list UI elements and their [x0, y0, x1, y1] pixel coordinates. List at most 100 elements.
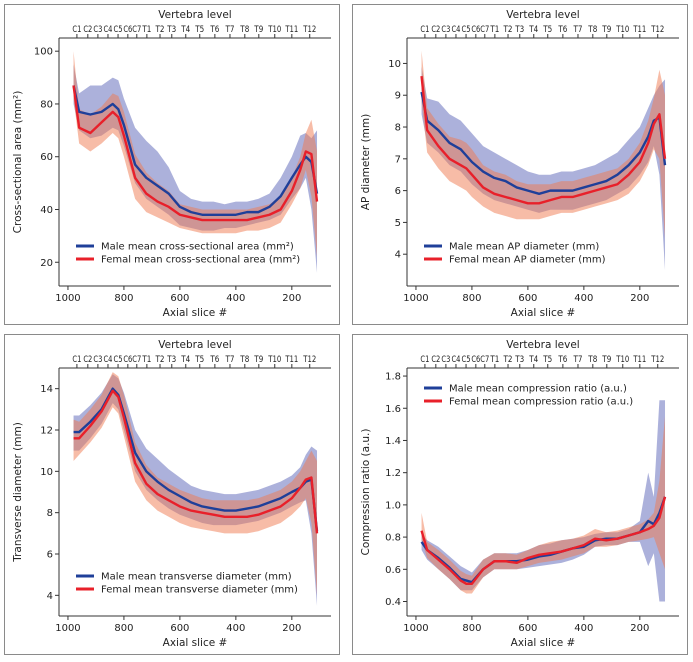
- x-tick-label: 1000: [55, 293, 80, 304]
- vertebra-label-T8: T8: [588, 25, 598, 35]
- panel-compression-ratio: Vertebra level C1 C2 C3 C4 C5 C6 C7 T1 T2 T3 T4 T5 T6…: [352, 334, 688, 655]
- x-axis-label: Axial slice #: [511, 637, 576, 649]
- vertebra-label-T10: T10: [267, 355, 281, 365]
- male-legend-label: Male mean cross-sectional area (mm²): [101, 242, 294, 253]
- male-mean-line: [73, 387, 319, 532]
- vertebra-label-T11: T11: [285, 355, 299, 365]
- vertebra-label-T2: T2: [155, 355, 165, 365]
- vertebra-label-C1: C1: [72, 355, 81, 365]
- y-tick-label: 4: [395, 250, 401, 261]
- vertebra-label-C4: C4: [103, 355, 112, 365]
- vertebra-label-T6: T6: [558, 25, 568, 35]
- y-tick-label: 9: [395, 91, 401, 102]
- vertebra-label-T4: T4: [180, 355, 190, 365]
- vertebra-label-C1: C1: [420, 25, 429, 35]
- y-tick-label: 60: [40, 152, 53, 163]
- vertebra-label-T1: T1: [490, 355, 500, 365]
- vertebra-label-C1: C1: [420, 355, 429, 365]
- vertebra-label-T1: T1: [142, 25, 152, 35]
- vertebra-label-T6: T6: [210, 355, 220, 365]
- vertebra-label-T3: T3: [166, 355, 176, 365]
- female-legend-label: Femal mean transverse diameter (mm): [101, 585, 298, 596]
- vertebra-label-C2: C2: [431, 355, 440, 365]
- vertebra-label-T2: T2: [155, 25, 165, 35]
- male-sd-band: [73, 374, 318, 606]
- y-tick-label: 1.8: [385, 372, 401, 383]
- x-tick-label: 200: [282, 623, 301, 634]
- y-tick-label: 0.4: [385, 597, 401, 608]
- x-tick-label: 1000: [403, 623, 428, 634]
- x-axis-label: Axial slice #: [163, 307, 228, 319]
- vertebra-label-T12: T12: [650, 25, 664, 35]
- x-tick-label: 600: [170, 293, 189, 304]
- y-tick-label: 10: [388, 59, 401, 70]
- y-tick-label: 0.6: [385, 565, 401, 576]
- x-tick-label: 800: [462, 293, 481, 304]
- female-legend-label: Femal mean compression ratio (a.u.): [449, 397, 633, 408]
- vertebra-label-T1: T1: [142, 355, 152, 365]
- vertebra-label-C2: C2: [83, 25, 92, 35]
- x-tick-label: 200: [282, 293, 301, 304]
- y-tick-label: 6: [395, 186, 401, 197]
- x-tick-label: 1000: [403, 293, 428, 304]
- vertebra-label-T10: T10: [615, 355, 629, 365]
- x-axis-label: Axial slice #: [511, 307, 576, 319]
- female-sd-band: [421, 416, 666, 594]
- y-tick-label: 7: [395, 154, 401, 165]
- vertebra-label-C7: C7: [480, 25, 489, 35]
- vertebra-label-C5: C5: [462, 25, 471, 35]
- vertebra-label-C4: C4: [103, 25, 112, 35]
- vertebra-label-C6: C6: [123, 355, 132, 365]
- vertebra-label-C3: C3: [93, 355, 102, 365]
- vertebra-label-T11: T11: [633, 355, 647, 365]
- x-tick-label: 600: [518, 623, 537, 634]
- chart-svg: Vertebra level C1 C2 C3 C4 C5 C6 C7 T1 T2 T3 T4 T5 T6…: [360, 9, 679, 319]
- y-axis-label: Cross-sectional area (mm²): [12, 91, 24, 234]
- vertebra-label-C5: C5: [114, 355, 123, 365]
- vertebra-label-T9: T9: [254, 355, 264, 365]
- y-tick-label: 6: [47, 550, 53, 561]
- vertebra-axis-title: Vertebra level: [158, 339, 231, 351]
- x-tick-label: 400: [226, 293, 245, 304]
- vertebra-label-C4: C4: [451, 25, 460, 35]
- chart-svg: Vertebra level C1 C2 C3 C4 C5 C6 C7 T1 T2 T3 T4 T5 T6…: [12, 339, 331, 649]
- x-tick-label: 200: [630, 623, 649, 634]
- vertebra-label-T8: T8: [588, 355, 598, 365]
- panel-transverse-diameter: Vertebra level C1 C2 C3 C4 C5 C6 C7 T1 T2 T3 T4 T5 T6…: [4, 334, 340, 655]
- y-tick-label: 20: [40, 258, 53, 269]
- vertebra-label-T4: T4: [528, 25, 538, 35]
- female-mean-line: [72, 85, 319, 222]
- vertebra-axis-title: Vertebra level: [506, 9, 579, 21]
- y-tick-label: 8: [47, 508, 53, 519]
- male-legend-label: Male mean compression ratio (a.u.): [449, 384, 627, 395]
- vertebra-label-T5: T5: [194, 25, 204, 35]
- vertebra-label-T6: T6: [558, 355, 568, 365]
- male-legend-label: Male mean transverse diameter (mm): [101, 572, 292, 583]
- x-tick-label: 200: [630, 293, 649, 304]
- vertebra-label-C4: C4: [451, 355, 460, 365]
- panel-cross-sectional-area: Vertebra level C1 C2 C3 C4 C5 C6 C7 T1 T2 T3 T4 T5 T6…: [4, 4, 340, 325]
- vertebra-label-T9: T9: [254, 25, 264, 35]
- vertebra-label-C1: C1: [72, 25, 81, 35]
- x-tick-label: 1000: [55, 623, 80, 634]
- vertebra-label-T9: T9: [602, 25, 612, 35]
- y-tick-label: 14: [40, 384, 53, 395]
- x-tick-label: 600: [170, 623, 189, 634]
- y-tick-label: 0.8: [385, 533, 401, 544]
- vertebra-label-T7: T7: [225, 355, 235, 365]
- vertebra-label-T12: T12: [302, 25, 316, 35]
- male-mean-line: [420, 91, 667, 195]
- vertebra-label-T9: T9: [602, 355, 612, 365]
- male-legend-label: Male mean AP diameter (mm): [449, 242, 599, 253]
- vertebra-label-T4: T4: [180, 25, 190, 35]
- y-tick-label: 80: [40, 99, 53, 110]
- vertebra-label-T11: T11: [285, 25, 299, 35]
- x-tick-label: 400: [574, 623, 593, 634]
- vertebra-label-C5: C5: [114, 25, 123, 35]
- x-tick-label: 800: [114, 623, 133, 634]
- y-axis-label: Compression ratio (a.u.): [360, 429, 372, 556]
- vertebra-label-T12: T12: [302, 355, 316, 365]
- y-tick-label: 1.6: [385, 404, 401, 415]
- vertebra-label-C5: C5: [462, 355, 471, 365]
- vertebra-label-T7: T7: [573, 355, 583, 365]
